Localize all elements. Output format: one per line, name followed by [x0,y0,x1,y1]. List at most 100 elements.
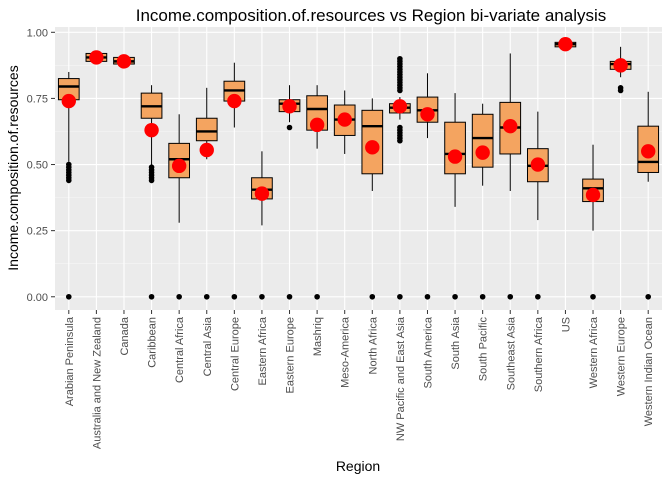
box-group [444,93,466,300]
y-tick-label: 0.75 [27,93,48,105]
x-tick-label: Arabian Peninsula [64,316,76,406]
plot-panel [55,27,662,310]
x-tick-label: US [560,317,572,332]
outlier-point [65,161,72,168]
outlier-point [507,293,514,300]
outlier-point [259,293,265,300]
box-group [113,54,135,69]
box-group [499,53,522,300]
outlier-point [535,293,541,300]
box-series [57,36,660,300]
box-group [471,103,494,300]
x-tick-label: Eastern Africa [257,316,269,385]
box-group [195,87,218,300]
outlier-point [397,55,403,62]
y-tick-label: 1.00 [27,27,48,39]
box-group [416,73,439,300]
outlier-point [231,293,238,300]
x-tick-label: Western Europe [616,317,628,396]
box-group [223,62,246,300]
outlier-point [286,124,293,131]
x-tick-label: North Africa [367,316,379,374]
box-group [251,151,273,300]
mean-point [227,93,242,109]
mean-point [475,145,490,160]
outlier-point [617,85,624,91]
outlier-point [148,293,155,300]
x-tick-label: South Pacific [478,317,490,382]
box-group [361,98,384,300]
x-tick-label: Southern Africa [533,316,545,392]
mean-point [503,118,518,134]
chart-title: Income.composition.of.resources vs Regio… [136,6,607,25]
box-group [526,111,549,300]
x-tick-label: Meso-America [340,316,352,388]
box-group [306,85,328,300]
mean-point [365,140,380,155]
outlier-point [424,293,431,300]
box-group [389,55,411,300]
outlier-point [65,293,72,300]
mean-point [309,117,325,133]
outlier-point [148,164,155,170]
outlier-point [397,124,403,131]
box-group [278,85,301,300]
outlier-point [286,293,293,300]
mean-point [447,149,463,164]
y-tick-label: 0.00 [27,292,48,304]
x-tick-label: Canada [119,316,131,355]
box-iqr [195,117,218,142]
outlier-point [397,293,403,300]
mean-point [585,187,601,203]
mean-point [199,142,214,158]
x-tick-label: Central Europe [229,317,241,391]
outlier-point [203,293,210,300]
x-tick-label: South America [422,316,434,388]
x-tick-label: Caribbean [147,317,159,368]
box-group [57,71,80,300]
outlier-point [590,293,596,300]
x-tick-label: Western Africa [588,316,600,388]
box-group [85,50,108,65]
x-axis: Arabian Peninsula Australia and New Zeala… [64,310,655,449]
x-tick-label: Australia and New Zealand [91,317,103,449]
x-tick-label: Central Asia [202,316,214,376]
y-tick-label: 0.50 [27,160,48,172]
box-group [333,90,356,154]
outlier-point [369,293,376,300]
outlier-point [314,293,320,300]
mean-point [613,58,628,73]
box-group [609,46,632,94]
mean-point [392,99,408,114]
x-tick-label: Eastern Europe [285,317,297,393]
box-iqr [444,121,466,175]
mean-point [282,99,297,114]
mean-point [530,157,546,172]
mean-point [89,50,104,65]
x-tick-label: South Asia [450,316,462,369]
mean-point [171,158,187,174]
mean-point [116,54,132,69]
y-tick-label: 0.25 [27,226,48,238]
mean-point [641,144,656,159]
box-group [168,114,191,300]
x-tick-label: NW Pacific and East Asia [395,316,407,441]
mean-point [337,112,352,127]
x-axis-title: Region [336,458,380,474]
outlier-point [176,293,182,300]
outlier-point [452,293,458,300]
outlier-point [479,293,486,300]
box-group [637,91,660,300]
x-tick-label: Southeast Asia [505,316,517,390]
mean-point [254,186,270,201]
mean-point [61,93,76,109]
mean-point [420,107,435,122]
x-tick-label: Mashriq [312,317,324,356]
mean-point [144,122,159,138]
mean-point [558,36,573,52]
box-group [554,36,577,52]
y-axis-title: Income.composition.of.resources [5,65,21,270]
x-tick-label: Central Africa [174,316,186,383]
